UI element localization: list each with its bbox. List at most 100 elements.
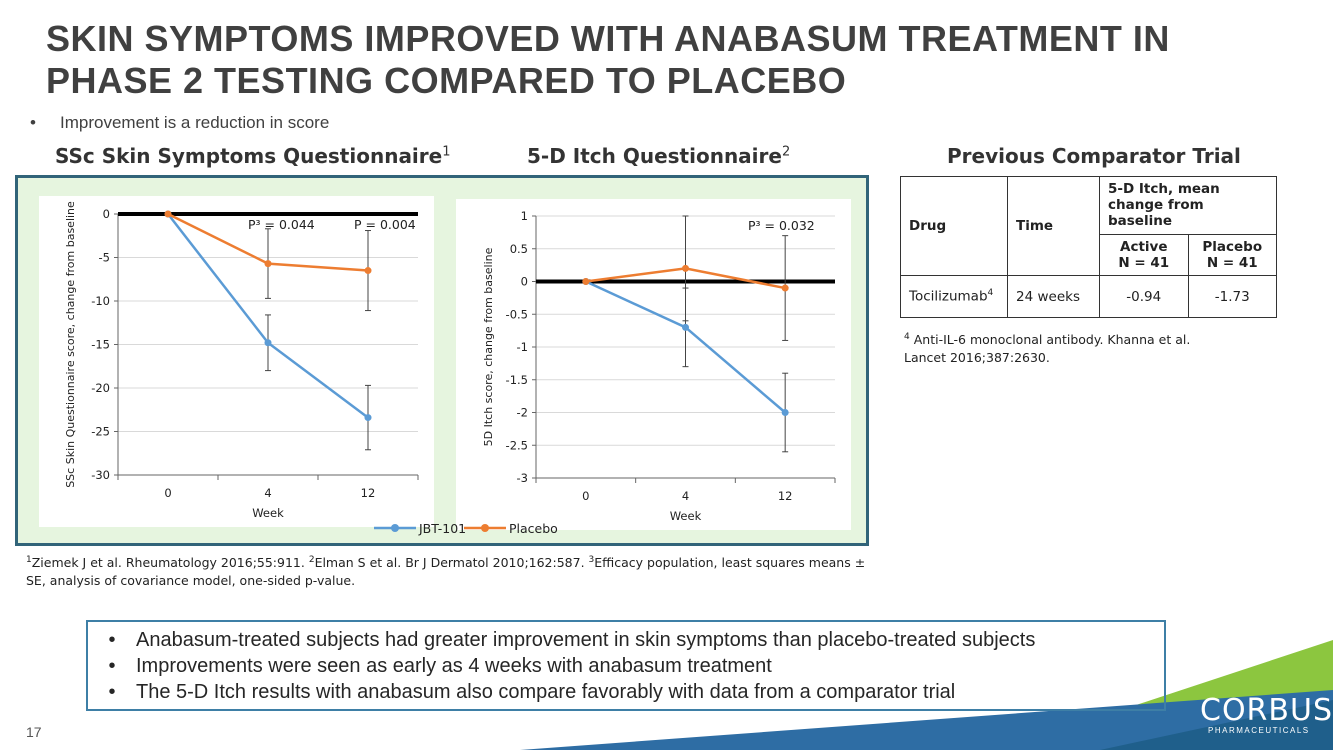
footnote-sup-1: 1: [26, 555, 32, 565]
chart1-y-label: SSc Skin Questionnaire score, change fro…: [64, 201, 77, 488]
th-active: Active N = 41: [1099, 233, 1189, 277]
chart1-series-placebo-point: [364, 267, 372, 275]
chart1-xtick-label: 12: [361, 486, 376, 500]
chart2-xtick-label: 0: [582, 489, 589, 503]
chart1-ytick-label: -30: [91, 468, 110, 482]
summary-box: • Anabasum-treated subjects had greater i…: [86, 620, 1166, 711]
chart1-pvalue-week4: P³ = 0.044: [248, 217, 315, 232]
slide-title: SKIN SYMPTOMS IMPROVED WITH ANABASUM TRE…: [46, 18, 1306, 102]
comparator-note: 4 Anti-IL-6 monoclonal antibody. Khanna …: [904, 328, 1234, 367]
summary-bullet: •: [108, 629, 116, 651]
comparator-note-text: Anti-IL-6 monoclonal antibody. Khanna et…: [904, 332, 1191, 366]
chart2-ytick-label: -0.5: [506, 307, 528, 321]
summary-bullet: •: [108, 681, 116, 703]
th-placebo-n: N = 41: [1206, 254, 1258, 271]
chart2-ytick-label: 1: [521, 209, 528, 223]
chart1-xtick-label: 0: [164, 486, 171, 500]
td-drug: Tocilizumab4: [900, 275, 1008, 318]
chart2-ytick-label: -2.5: [506, 438, 528, 452]
chart2-ytick-label: -1: [517, 340, 528, 354]
chart2-series-jbt-point: [682, 323, 689, 331]
comparator-heading: Previous Comparator Trial: [947, 144, 1241, 168]
summary-text-3: The 5-D Itch results with anabasum also …: [136, 681, 956, 703]
chart1-heading-text: SSc Skin Symptoms Questionnaire: [55, 144, 443, 168]
corbus-logo: CORBUS: [1200, 693, 1333, 728]
bullet-mark: •: [30, 113, 36, 132]
chart2-ytick-label: -3: [517, 471, 528, 485]
footnote-sup-2: 2: [308, 555, 315, 565]
chart2-ytick-label: 0: [521, 275, 528, 289]
th-placebo: Placebo N = 41: [1187, 233, 1277, 277]
chart2-heading-sup: 2: [781, 144, 791, 160]
chart1-ytick-label: -20: [91, 381, 110, 395]
comparator-table: Drug Time 5-D Itch, mean change from bas…: [900, 176, 1277, 318]
sub-bullet: • Improvement is a reduction in score: [30, 113, 329, 133]
slide-title-line1: SKIN SYMPTOMS IMPROVED WITH ANABASUM TRE…: [46, 18, 1170, 59]
chart1-heading: SSc Skin Symptoms Questionnaire1: [55, 144, 451, 168]
footnote-text-1: Ziemek J et al. Rheumatology 2016;55:911…: [31, 555, 309, 571]
chart1-ytick-label: -10: [91, 294, 110, 308]
chart2-series-jbt-point: [781, 409, 789, 416]
th-time: Time: [1007, 176, 1100, 276]
th-active-n: N = 41: [1118, 254, 1170, 271]
chart2-ytick-label: 0.5: [510, 242, 528, 256]
legend: JBT-101 Placebo: [374, 521, 558, 536]
footnote-text-3: Efficacy population, least squares means…: [26, 555, 866, 589]
chart2-heading-text: 5-D Itch Questionnaire: [527, 144, 782, 168]
chart1: 0 -5 -10 -15 -20 -25 -30 0 4 12 Week SSc Skin Quest…: [64, 201, 419, 520]
chart2-xtick-label: 12: [778, 489, 793, 503]
summary-text-2: Improvements were seen as early as 4 wee…: [136, 655, 772, 677]
chart2-ytick-label: -2: [517, 406, 528, 420]
chart1-ytick-label: -5: [99, 251, 110, 265]
legend-placebo-label: Placebo: [509, 521, 558, 536]
td-time: 24 weeks: [1007, 275, 1100, 318]
legend-placebo-marker: [481, 524, 489, 532]
th-drug: Drug: [900, 176, 1008, 276]
chart1-series-jbt-point: [364, 414, 372, 422]
td-drug-name: Tocilizumab: [909, 288, 988, 305]
th-group: 5-D Itch, mean change from baseline: [1099, 176, 1277, 235]
chart1-xtick-label: 4: [264, 486, 271, 500]
chart2-xtick-label: 4: [682, 489, 689, 503]
comparator-note-sup: 4: [904, 332, 910, 342]
chart1-heading-sup: 1: [442, 144, 451, 160]
chart2: 1 0.5 0 -0.5 -1 -1.5 -2 -2.5 -3 0 4 12 Week 5D Itch s…: [482, 209, 836, 523]
page-number: 17: [26, 724, 42, 740]
summary-text-1: Anabasum-treated subjects had greater im…: [136, 629, 1036, 651]
chart2-y-label: 5D Itch score, change from baseline: [482, 247, 495, 446]
chart1-x-label: Week: [252, 506, 284, 520]
td-drug-sup: 4: [987, 288, 994, 299]
th-placebo-label: Placebo: [1202, 238, 1263, 255]
legend-jbt-marker: [391, 524, 399, 532]
summary-item: • The 5-D Itch results with anabasum also…: [88, 679, 1164, 705]
summary-item: • Anabasum-treated subjects had greater i…: [88, 627, 1164, 653]
footnote-text-2: Elman S et al. Br J Dermatol 2010;162:58…: [314, 555, 589, 571]
chart2-series-placebo-point: [682, 264, 689, 272]
td-placebo: -1.73: [1187, 275, 1277, 318]
chart1-series-placebo-point: [164, 210, 172, 218]
chart2-x-label: Week: [670, 509, 702, 523]
chart2-series-placebo-point: [781, 284, 789, 292]
slide-title-line2: PHASE 2 TESTING COMPARED TO PLACEBO: [46, 60, 847, 101]
chart1-pvalue-week12: P = 0.004: [354, 217, 416, 232]
chart1-ytick-label: 0: [103, 207, 110, 221]
legend-jbt-label: JBT-101: [418, 521, 466, 536]
chart1-series-placebo-point: [264, 260, 272, 268]
summary-item: • Improvements were seen as early as 4 we…: [88, 653, 1164, 679]
chart1-series-jbt-point: [264, 339, 272, 347]
footnote-sup-3: 3: [588, 555, 595, 565]
chart-frame: 0 -5 -10 -15 -20 -25 -30 0 4 12 Week SSc Skin Quest…: [15, 175, 869, 546]
chart1-ytick-label: -25: [91, 425, 110, 439]
sub-bullet-text: Improvement is a reduction in score: [60, 113, 330, 132]
chart2-series-placebo-point: [582, 278, 590, 285]
chart2-ytick-label: -1.5: [506, 373, 528, 387]
chart2-pvalue-week12: P³ = 0.032: [748, 218, 815, 233]
chart2-heading: 5-D Itch Questionnaire2: [527, 144, 790, 168]
th-active-label: Active: [1120, 238, 1168, 255]
chart1-ytick-label: -15: [91, 338, 110, 352]
td-active: -0.94: [1099, 275, 1189, 318]
chart-footnote: 1Ziemek J et al. Rheumatology 2016;55:91…: [26, 551, 866, 590]
corbus-logo-subtext: PHARMACEUTICALS: [1208, 726, 1310, 735]
summary-bullet: •: [108, 655, 116, 677]
